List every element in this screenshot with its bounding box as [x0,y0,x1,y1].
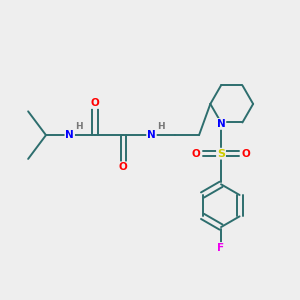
Text: N: N [65,130,74,140]
Text: F: F [218,243,225,253]
Text: O: O [91,98,99,108]
Text: N: N [217,119,225,129]
Text: O: O [192,149,200,159]
Text: S: S [217,149,225,159]
Text: N: N [147,130,156,140]
Text: H: H [75,122,83,131]
Text: O: O [242,149,250,159]
Text: O: O [119,162,128,172]
Text: H: H [157,122,165,131]
